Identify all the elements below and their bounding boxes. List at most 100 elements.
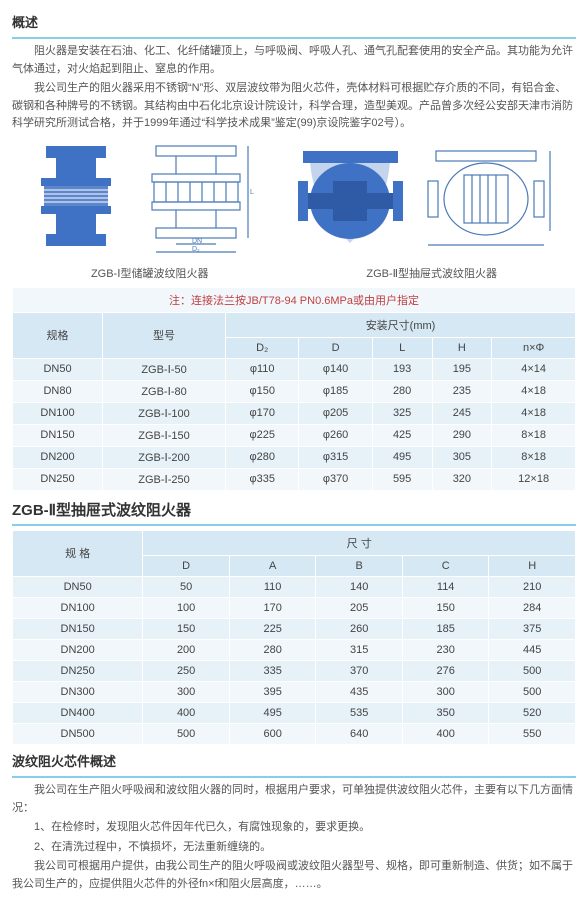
table-cell: 315 [316, 639, 403, 660]
table-cell: 325 [372, 402, 432, 424]
table-row: DN250250335370276500 [13, 660, 576, 681]
table-cell: 150 [143, 618, 230, 639]
table-cell: 8×18 [492, 424, 576, 446]
table-row: DN250ZGB-Ⅰ-250φ335φ37059532012×18 [13, 468, 576, 490]
drawing-zgb1: DN D₂ L [26, 141, 266, 261]
table1-col-header: L [372, 337, 432, 358]
core-p2: 1、在检修时，发现阻火芯件因年代已久，有腐蚀现象的，要求更换。 [12, 819, 576, 837]
table-cell: 320 [432, 468, 492, 490]
table-cell: 8×18 [492, 446, 576, 468]
table-row: DN150150225260185375 [13, 618, 576, 639]
table-cell: 400 [402, 723, 489, 744]
table-row: DN500500600640400550 [13, 723, 576, 744]
svg-text:D₂: D₂ [192, 246, 200, 253]
table1-hdr-dims: 安装尺寸(mm) [226, 312, 576, 337]
table-cell: 170 [229, 597, 316, 618]
table-cell: 195 [432, 358, 492, 380]
table-cell: DN200 [13, 639, 143, 660]
table-cell: 400 [143, 702, 230, 723]
table-cell: ZGB-Ⅰ-250 [103, 468, 226, 490]
table-cell: φ370 [299, 468, 372, 490]
table-cell: 140 [316, 576, 403, 597]
table2-col-header: D [143, 555, 230, 576]
table-cell: 210 [489, 576, 576, 597]
table-cell: 280 [229, 639, 316, 660]
table-cell: 375 [489, 618, 576, 639]
spec-table-zgb2: 规 格 尺 寸 DABCH DN5050110140114210DN100100… [12, 530, 576, 745]
table-row: DN150ZGB-Ⅰ-150φ225φ2604252908×18 [13, 424, 576, 446]
table2-col-header: H [489, 555, 576, 576]
table-cell: ZGB-Ⅰ-200 [103, 446, 226, 468]
table-cell: 445 [489, 639, 576, 660]
core-heading: 波纹阻火芯件概述 [12, 751, 576, 770]
table-cell: 4×14 [492, 358, 576, 380]
table-row: DN300300395435300500 [13, 681, 576, 702]
table-cell: 600 [229, 723, 316, 744]
table-cell: φ260 [299, 424, 372, 446]
overview-p1: 阻火器是安装在石油、化工、化纤储罐顶上，与呼吸阀、呼吸人孔、通气孔配套使用的安全… [12, 43, 576, 78]
section2-title: ZGB-Ⅱ型抽屉式波纹阻火器 [12, 499, 576, 520]
table-cell: 305 [432, 446, 492, 468]
table-cell: DN250 [13, 468, 103, 490]
table1-wrap: 注：连接法兰按JB/T78-94 PN0.6MPa或由用户指定 规格 型号 安装… [12, 287, 576, 491]
table-cell: DN100 [13, 597, 143, 618]
table2-col-header: B [316, 555, 403, 576]
table-cell: 276 [402, 660, 489, 681]
table-cell: 550 [489, 723, 576, 744]
table-cell: φ170 [226, 402, 299, 424]
table-cell: 50 [143, 576, 230, 597]
table-cell: 370 [316, 660, 403, 681]
table-cell: ZGB-Ⅰ-150 [103, 424, 226, 446]
table-cell: φ185 [299, 380, 372, 402]
table-cell: 12×18 [492, 468, 576, 490]
table-cell: 640 [316, 723, 403, 744]
table1-col-header: n×Φ [492, 337, 576, 358]
table-cell: 4×18 [492, 380, 576, 402]
table1-col-model: 型号 [103, 312, 226, 358]
table-cell: 260 [316, 618, 403, 639]
table-row: DN80ZGB-Ⅰ-80φ150φ1852802354×18 [13, 380, 576, 402]
table2-col-spec: 规 格 [13, 530, 143, 576]
table1-note: 注：连接法兰按JB/T78-94 PN0.6MPa或由用户指定 [13, 287, 576, 312]
table-cell: 225 [229, 618, 316, 639]
table-cell: 200 [143, 639, 230, 660]
table-cell: DN300 [13, 681, 143, 702]
svg-text:L: L [250, 189, 254, 196]
drawing-captions: ZGB-Ⅰ型储罐波纹阻火器 ZGB-Ⅱ型抽屉式波纹阻火器 [12, 265, 576, 281]
table-row: DN200200280315230445 [13, 639, 576, 660]
table-cell: 395 [229, 681, 316, 702]
table-cell: 335 [229, 660, 316, 681]
table-cell: 350 [402, 702, 489, 723]
overview-p2: 我公司生产的阻火器采用不锈钢“N”形、双层波纹带为阻火芯件，壳体材料可根据贮存介… [12, 80, 576, 133]
core-p3: 2、在清洗过程中，不慎损坏，无法重新缠绕的。 [12, 839, 576, 857]
table-cell: 495 [372, 446, 432, 468]
table-cell: DN80 [13, 380, 103, 402]
table-cell: DN150 [13, 618, 143, 639]
table-row: DN50ZGB-Ⅰ-50φ110φ1401931954×14 [13, 358, 576, 380]
table-cell: 114 [402, 576, 489, 597]
table-cell: 150 [402, 597, 489, 618]
table-cell: φ140 [299, 358, 372, 380]
table-cell: 300 [402, 681, 489, 702]
table-cell: DN400 [13, 702, 143, 723]
table-cell: ZGB-Ⅰ-80 [103, 380, 226, 402]
table-cell: φ335 [226, 468, 299, 490]
table-cell: 284 [489, 597, 576, 618]
table2-hdr-dims: 尺 寸 [143, 530, 576, 555]
spec-table-zgb1: 注：连接法兰按JB/T78-94 PN0.6MPa或由用户指定 规格 型号 安装… [12, 287, 576, 491]
table-row: DN400400495535350520 [13, 702, 576, 723]
table-cell: ZGB-Ⅰ-50 [103, 358, 226, 380]
table-cell: φ150 [226, 380, 299, 402]
table-cell: 425 [372, 424, 432, 446]
table-cell: DN200 [13, 446, 103, 468]
table-cell: DN250 [13, 660, 143, 681]
table-cell: φ205 [299, 402, 372, 424]
svg-text:DN: DN [192, 238, 202, 245]
drawing-zgb2 [293, 141, 563, 261]
table-cell: 230 [402, 639, 489, 660]
table-cell: 500 [489, 660, 576, 681]
table1-col-header: D [299, 337, 372, 358]
table-cell: 280 [372, 380, 432, 402]
divider [12, 776, 576, 778]
divider [12, 37, 576, 39]
